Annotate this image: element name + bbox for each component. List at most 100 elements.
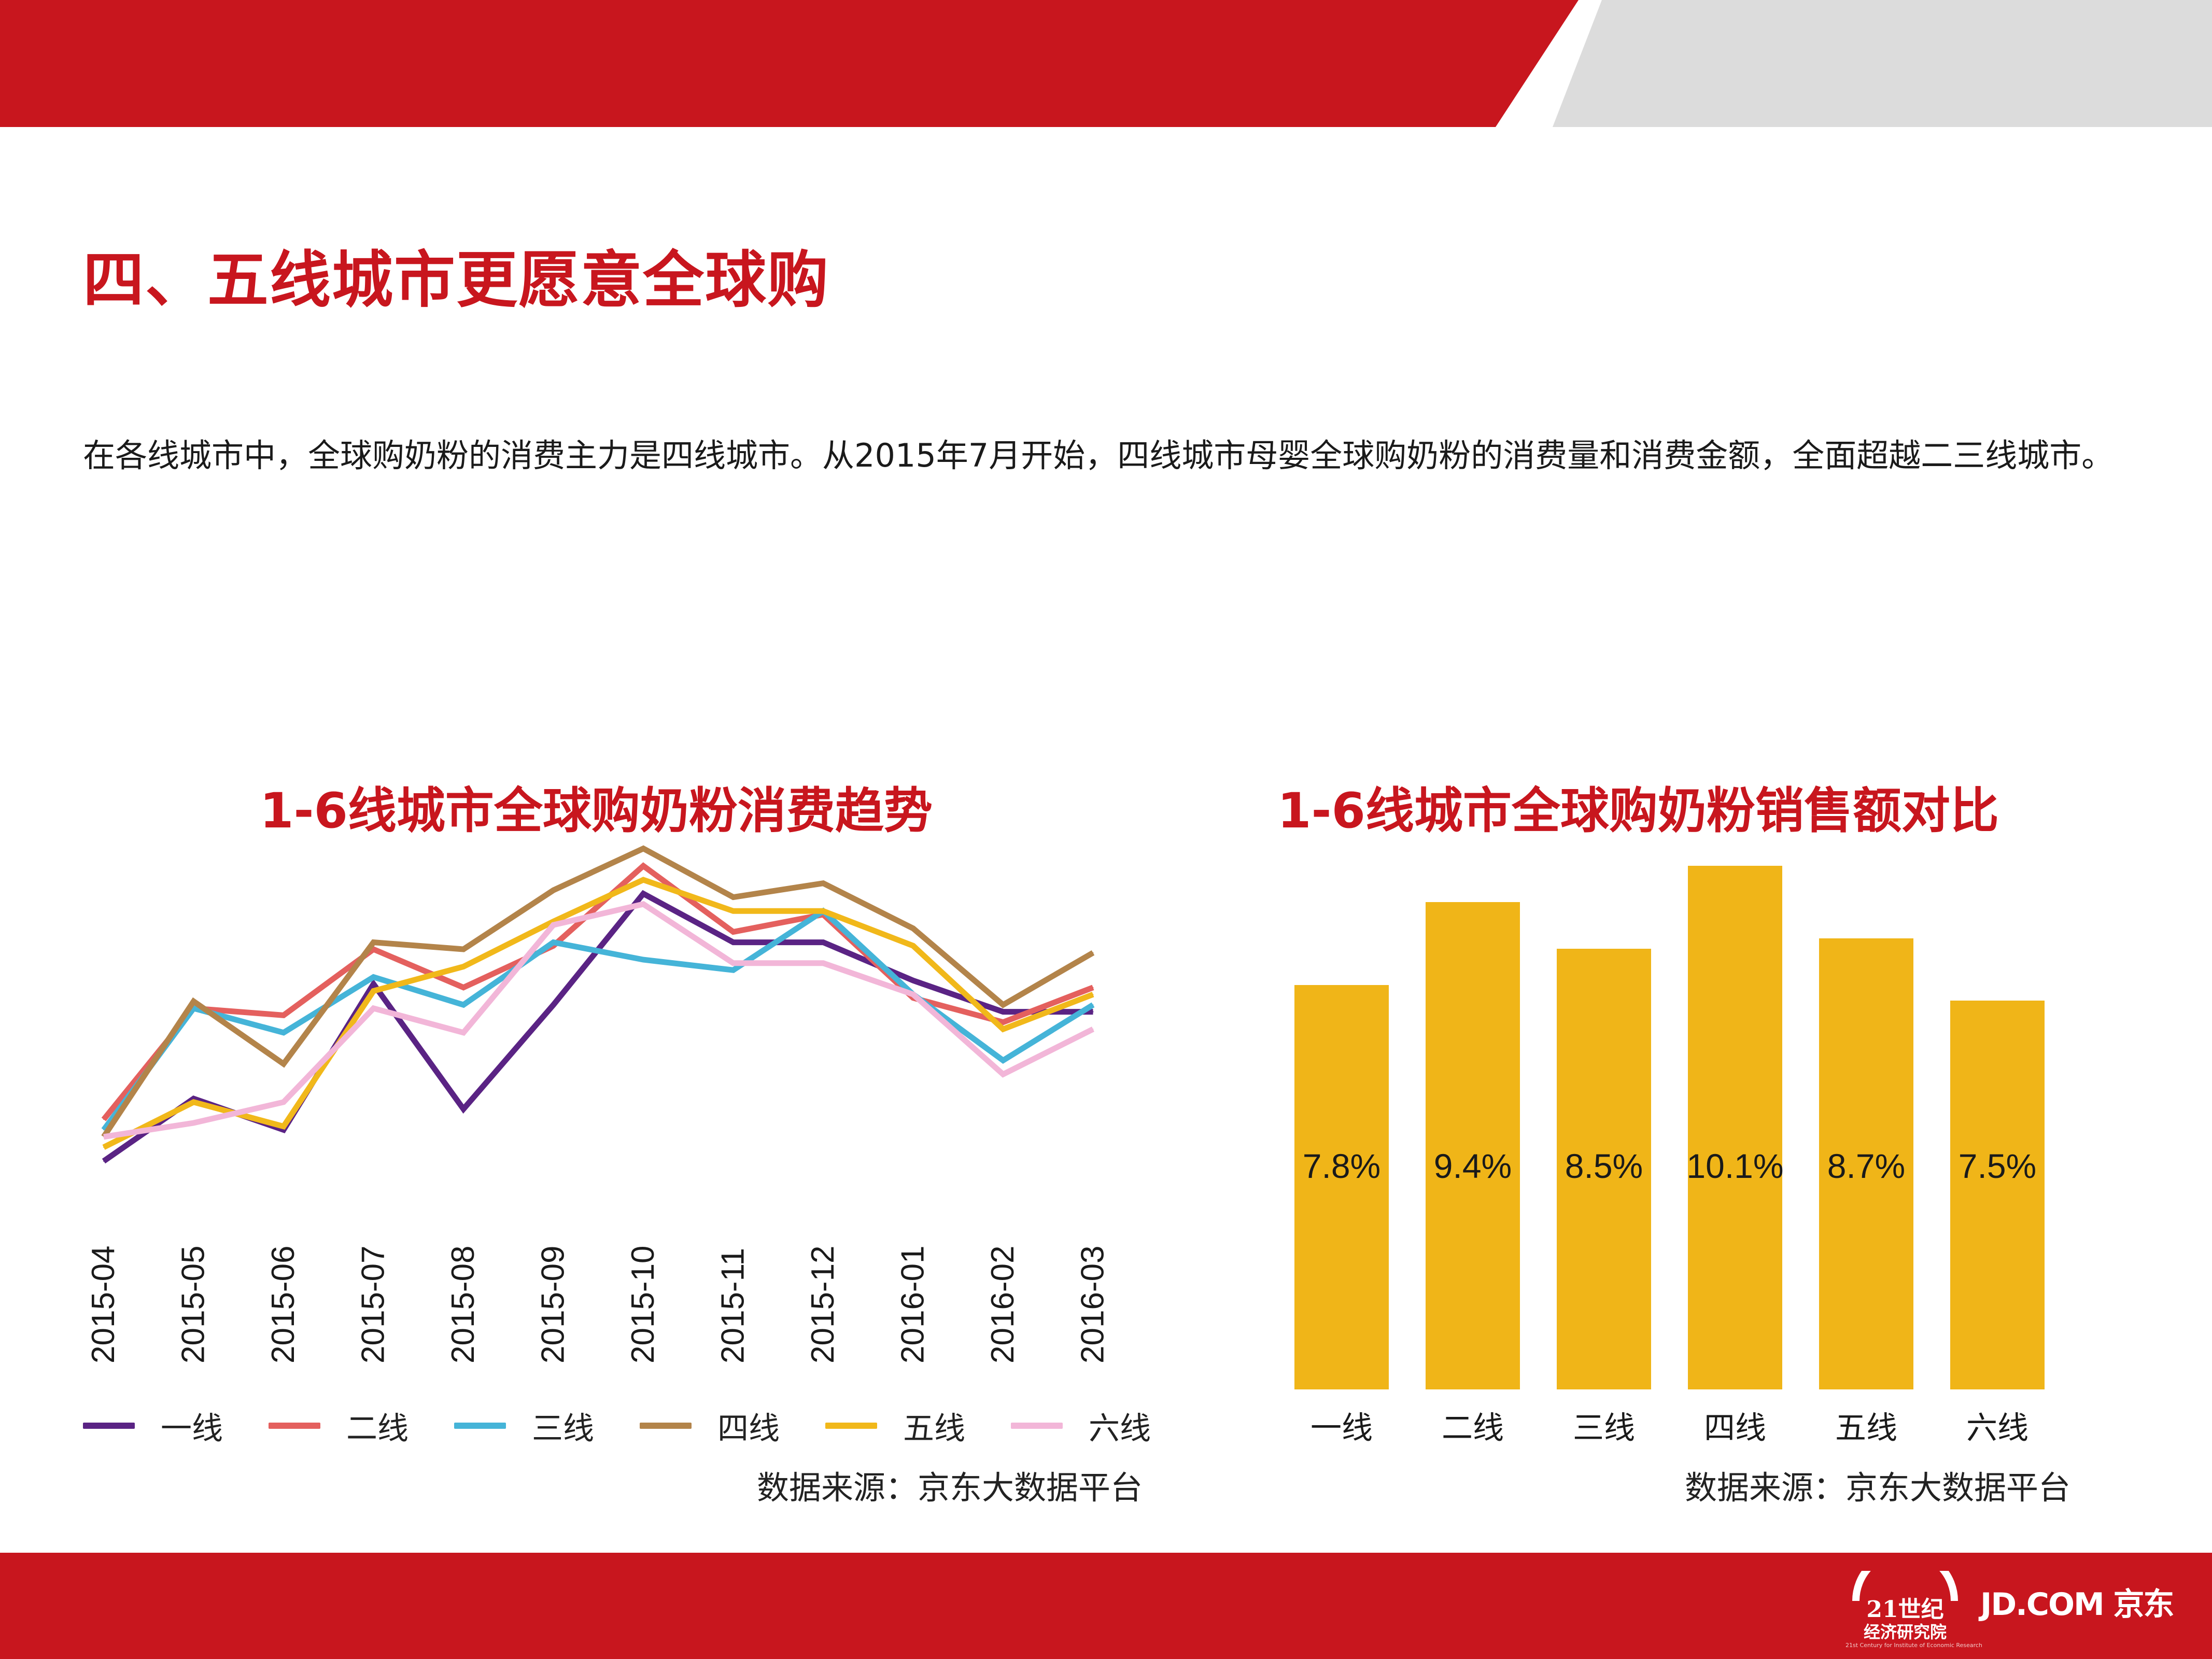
series-6-point-2016-03 (1092, 1029, 1094, 1030)
series-4-point-2015-08 (463, 949, 464, 950)
series-2-point-2015-04 (103, 1119, 104, 1120)
legend-label: 五线 (903, 1410, 965, 1447)
series-6-point-2015-04 (103, 1136, 104, 1137)
bar-一线 (1294, 985, 1389, 1389)
x-tick-label: 2016-01 (895, 1245, 931, 1363)
series-2-point-2015-11 (732, 931, 734, 933)
series-2-point-2015-10 (643, 865, 644, 867)
series-5-point-2015-07 (373, 990, 374, 992)
x-tick-label: 2015-12 (805, 1245, 841, 1363)
legend-label: 六线 (1089, 1410, 1151, 1447)
bar-category-label: 五线 (1835, 1410, 1897, 1446)
series-5-point-2015-06 (283, 1126, 284, 1127)
series-line-6 (103, 901, 1094, 1140)
bar-category-label: 二线 (1442, 1410, 1504, 1446)
series-2-point-2015-08 (463, 987, 464, 988)
x-tick-label: 2015-04 (86, 1245, 121, 1363)
series-5-point-2015-10 (643, 879, 644, 880)
series-6-point-2015-11 (732, 962, 734, 964)
logo-21-tagline: 21st Century for Institute of Economic R… (1845, 1642, 1982, 1649)
series-line-5 (102, 877, 1094, 1150)
x-tick-label: 2015-05 (176, 1245, 212, 1363)
series-1-point-2016-03 (1092, 1011, 1094, 1013)
series-line-4 (101, 845, 1095, 1138)
legend-label: 一线 (161, 1410, 223, 1447)
series-4-point-2015-11 (732, 896, 734, 898)
legend-label: 二线 (346, 1410, 408, 1447)
bar-chart-title: 1-6线城市全球购奶粉销售额对比 (1277, 783, 1999, 839)
line-chart: 2015-04 2015-05 2015-06 2015-07 2015-08 2015-… (86, 845, 1111, 1363)
x-tick-label: 2015-07 (356, 1245, 391, 1363)
legend-item-2: 二线 (269, 1403, 408, 1449)
series-1-point-2015-05 (193, 1098, 194, 1100)
bar-category-label: 六线 (1966, 1410, 2028, 1446)
series-3-point-2015-04 (103, 1129, 104, 1131)
series-1-point-2015-06 (283, 1129, 284, 1131)
legend-item-3: 三线 (454, 1403, 594, 1449)
series-5-point-2016-03 (1092, 994, 1094, 995)
series-5-point-2015-04 (103, 1146, 104, 1148)
footer-band (0, 1553, 2212, 1659)
series-5-point-2016-02 (1003, 1029, 1004, 1030)
series-4-point-2015-09 (553, 890, 554, 891)
legend-swatch (1011, 1423, 1063, 1429)
legend-swatch (640, 1423, 692, 1429)
bar-data-label: 10.1% (1686, 1147, 1783, 1185)
legend-swatch (83, 1423, 135, 1429)
legend-item-6: 六线 (1011, 1403, 1151, 1449)
series-5-point-2015-11 (732, 910, 734, 912)
series-6-point-2015-05 (193, 1122, 194, 1123)
series-1-point-2015-09 (553, 1004, 554, 1006)
logo-21st-century-institute: 21世纪 经济研究院 21st Century for Institute of… (1845, 1571, 1982, 1649)
series-3-point-2015-05 (193, 1007, 194, 1009)
logo-21-subtitle: 经济研究院 (1863, 1622, 1947, 1642)
legend-item-5: 五线 (825, 1403, 965, 1449)
series-4-point-2015-05 (193, 1001, 194, 1002)
x-tick-label: 2015-06 (265, 1245, 301, 1363)
series-1-point-2015-07 (373, 983, 374, 985)
bar-chart: 7.8% 一线 9.4% 二线 8.5% 三线 10.1% 四线 8.7% 五线 7.5% 六线 (1294, 866, 2045, 1446)
series-5-point-2016-01 (912, 945, 914, 947)
series-3-point-2015-07 (373, 976, 374, 978)
series-6-point-2015-07 (373, 1007, 374, 1009)
logo-21-title: 21世纪 (1866, 1596, 1944, 1623)
series-4-point-2015-10 (643, 848, 644, 849)
series-3-point-2016-03 (1092, 1004, 1094, 1006)
series-2-point-2016-02 (1003, 1021, 1004, 1023)
bar-data-label: 8.5% (1565, 1147, 1643, 1185)
top-banner-gray-band (1553, 0, 2212, 127)
bar-chart-source: 数据来源：京东大数据平台 (1685, 1469, 2071, 1507)
series-1-point-2015-12 (823, 941, 824, 943)
series-5-point-2015-08 (463, 966, 464, 967)
series-1-point-2015-04 (103, 1160, 104, 1162)
top-banner-red-band (0, 0, 1579, 127)
series-2-point-2015-07 (373, 949, 374, 950)
line-chart-source: 数据来源：京东大数据平台 (757, 1469, 1143, 1507)
bar-category-label: 四线 (1704, 1410, 1766, 1446)
logo-jd: JD.COM 京东 (1980, 1586, 2175, 1623)
series-3-point-2015-09 (553, 941, 554, 943)
series-3-point-2015-06 (283, 1032, 284, 1033)
series-3-point-2015-08 (463, 1004, 464, 1006)
bar-data-label: 7.5% (1959, 1147, 2036, 1185)
page-title: 四、五线城市更愿意全球购 (83, 244, 830, 316)
bar-category-label: 一线 (1311, 1410, 1373, 1446)
series-6-point-2015-12 (823, 962, 824, 964)
series-1-point-2015-11 (732, 941, 734, 943)
bar-二线 (1426, 902, 1520, 1389)
legend-item-4: 四线 (640, 1403, 780, 1449)
series-6-point-2015-06 (283, 1101, 284, 1103)
bar-五线 (1819, 938, 1913, 1389)
series-2-point-2015-06 (283, 1015, 284, 1016)
legend-swatch (269, 1423, 320, 1429)
series-6-point-2016-02 (1003, 1074, 1004, 1075)
x-tick-label: 2015-10 (625, 1245, 661, 1363)
series-5-point-2015-05 (193, 1101, 194, 1103)
series-4-point-2015-06 (283, 1063, 284, 1065)
series-4-point-2016-02 (1003, 1004, 1004, 1006)
series-3-point-2016-02 (1003, 1060, 1004, 1061)
x-tick-label: 2015-11 (715, 1248, 751, 1363)
series-3-point-2015-10 (643, 959, 644, 961)
series-6-point-2015-09 (553, 924, 554, 926)
top-banner (0, 0, 2212, 127)
